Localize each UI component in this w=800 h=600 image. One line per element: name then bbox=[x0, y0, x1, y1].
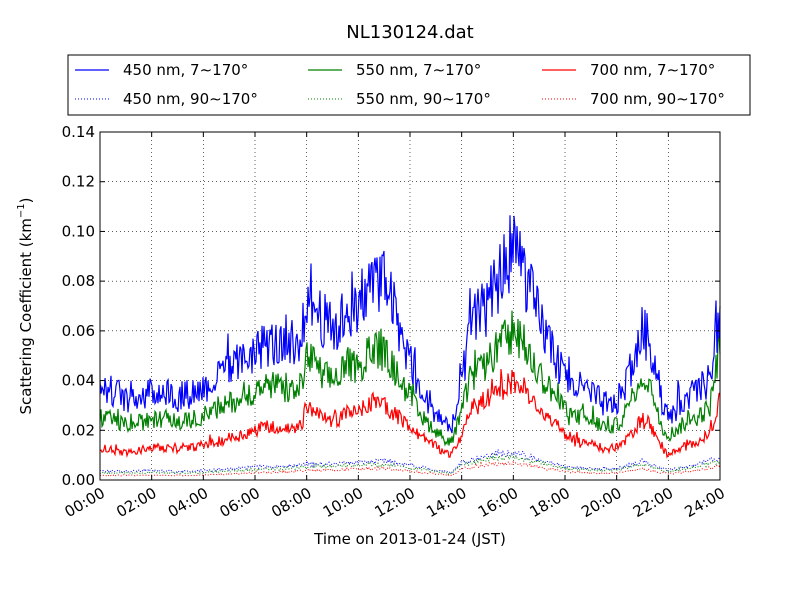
y-axis-title-main: Scattering Coefficient (km bbox=[17, 218, 35, 414]
series-line bbox=[99, 368, 721, 459]
y-tick-label: 0.08 bbox=[62, 272, 95, 290]
x-axis-title: Time on 2013-01-24 (JST) bbox=[313, 530, 506, 548]
series-line bbox=[99, 310, 721, 447]
legend-label: 550 nm, 7∼170° bbox=[356, 61, 481, 79]
grid bbox=[100, 132, 720, 480]
y-tick-label: 0.06 bbox=[62, 322, 95, 340]
plot-area bbox=[99, 131, 721, 481]
y-tick-label: 0.14 bbox=[62, 123, 95, 141]
legend-label: 700 nm, 7∼170° bbox=[590, 61, 715, 79]
legend-box bbox=[67, 54, 751, 116]
legend: 450 nm, 7∼170° 550 nm, 7∼170° 700 nm, 7∼17… bbox=[67, 54, 751, 116]
legend-label: 450 nm, 90∼170° bbox=[123, 90, 258, 108]
legend-label: 700 nm, 90∼170° bbox=[590, 90, 725, 108]
y-axis-title-exponent: −1 bbox=[16, 203, 27, 218]
series-line bbox=[99, 453, 721, 475]
y-tick-label: 0.00 bbox=[62, 471, 95, 489]
y-tick-label: 0.12 bbox=[62, 173, 95, 191]
plot-background bbox=[100, 132, 720, 480]
legend-label: 550 nm, 90∼170° bbox=[356, 90, 491, 108]
ticks bbox=[99, 131, 721, 481]
y-tick-label: 0.02 bbox=[62, 421, 95, 439]
y-tick-label: 0.04 bbox=[62, 372, 95, 390]
y-tick-labels: 0.00 0.02 0.04 0.06 0.08 0.10 0.12 0.14 bbox=[62, 123, 95, 489]
series-line bbox=[99, 461, 721, 477]
series-line bbox=[99, 215, 721, 434]
legend-label: 450 nm, 7∼170° bbox=[123, 61, 248, 79]
y-tick-label: 0.10 bbox=[62, 222, 95, 240]
y-axis-title: Scattering Coefficient (km−1) bbox=[16, 197, 35, 414]
chart-title: NL130124.dat bbox=[346, 22, 473, 43]
series-layer bbox=[99, 215, 721, 477]
y-axis-title-close: ) bbox=[17, 197, 35, 203]
